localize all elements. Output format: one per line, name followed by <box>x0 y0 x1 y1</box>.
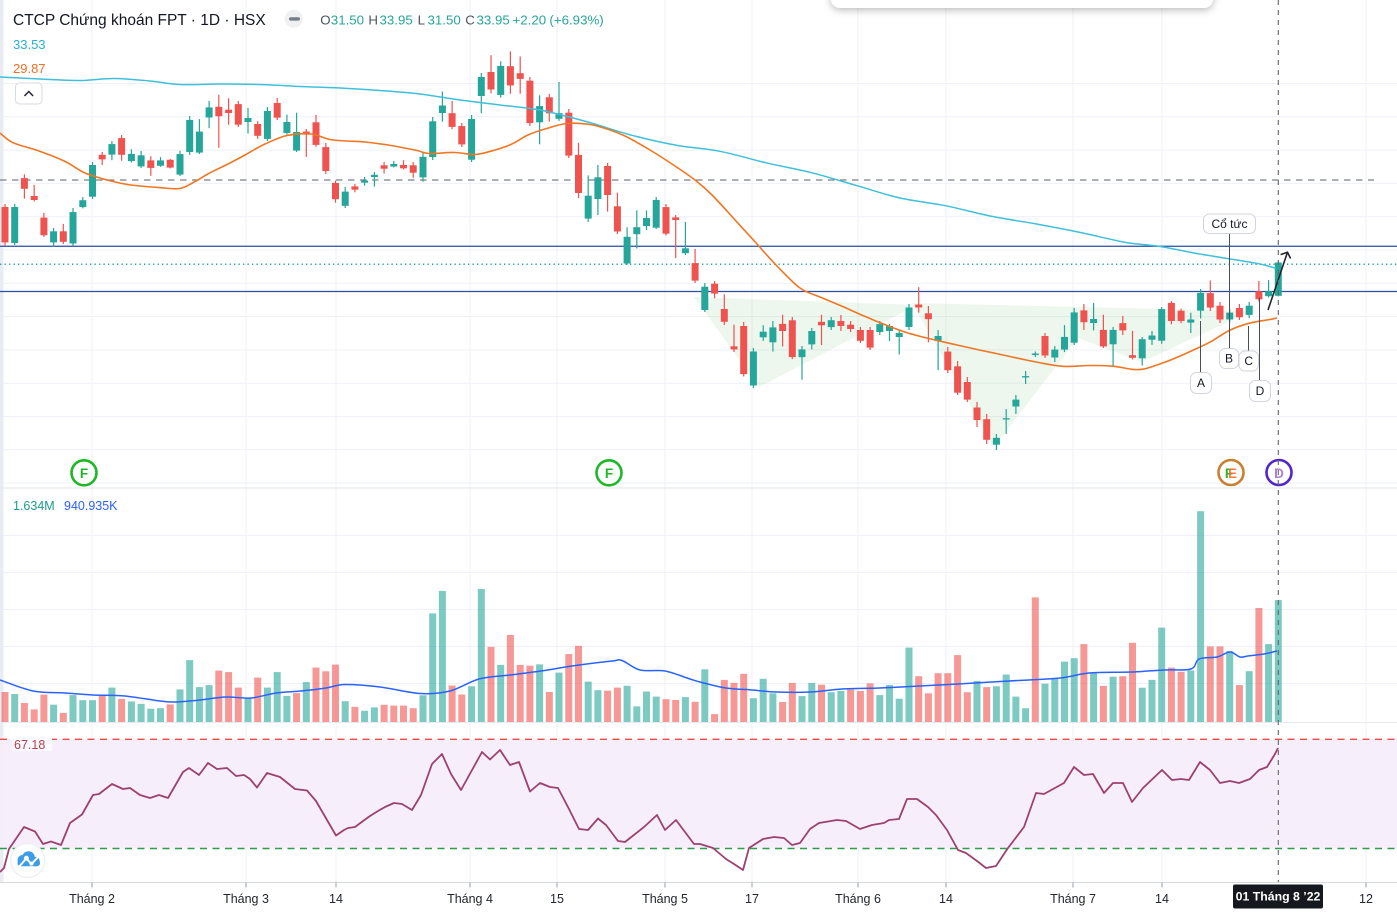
svg-text:31.50: 31.50 <box>428 13 461 28</box>
svg-text:Tháng 2: Tháng 2 <box>69 892 115 906</box>
svg-text:Tháng 3: Tháng 3 <box>223 892 269 906</box>
svg-text:01 Tháng 8 ’22: 01 Tháng 8 ’22 <box>1236 890 1321 904</box>
svg-text:15: 15 <box>550 892 564 906</box>
svg-text:14: 14 <box>329 892 343 906</box>
svg-text:940.935K: 940.935K <box>64 499 118 513</box>
svg-text:31.50: 31.50 <box>331 13 364 28</box>
svg-text:Tháng 5: Tháng 5 <box>642 892 688 906</box>
svg-text:(+6.93%): (+6.93%) <box>549 13 603 28</box>
svg-text:H: H <box>368 13 378 28</box>
svg-text:14: 14 <box>939 892 953 906</box>
svg-text:O: O <box>320 13 330 28</box>
svg-text:A: A <box>1197 376 1205 390</box>
svg-text:+2.20: +2.20 <box>513 13 547 28</box>
svg-text:Tháng 6: Tháng 6 <box>835 892 881 906</box>
svg-text:1.634M: 1.634M <box>13 499 55 513</box>
svg-text:L: L <box>418 13 425 28</box>
svg-text:B: B <box>1225 352 1233 366</box>
svg-text:CTCP Chứng khoán FPT · 1D · HS: CTCP Chứng khoán FPT · 1D · HSX <box>13 12 266 29</box>
svg-text:33.95: 33.95 <box>380 13 413 28</box>
svg-text:E: E <box>1228 466 1237 481</box>
svg-text:17: 17 <box>745 892 759 906</box>
svg-text:12: 12 <box>1359 892 1373 906</box>
svg-text:F: F <box>80 466 88 481</box>
svg-text:14: 14 <box>1155 892 1169 906</box>
svg-text:Tháng 7: Tháng 7 <box>1050 892 1096 906</box>
svg-text:67.18: 67.18 <box>14 738 45 752</box>
svg-text:Tháng 4: Tháng 4 <box>447 892 493 906</box>
svg-text:D: D <box>1256 384 1265 398</box>
svg-text:F: F <box>605 466 613 481</box>
svg-text:33.95: 33.95 <box>477 13 510 28</box>
svg-text:Cổ tức: Cổ tức <box>1211 217 1247 231</box>
svg-text:33.53: 33.53 <box>13 37 46 52</box>
svg-text:C: C <box>465 13 475 28</box>
svg-text:29.87: 29.87 <box>13 61 46 76</box>
svg-text:C: C <box>1244 354 1253 368</box>
svg-text:F: F <box>1225 466 1233 481</box>
svg-text:D: D <box>1274 466 1284 481</box>
